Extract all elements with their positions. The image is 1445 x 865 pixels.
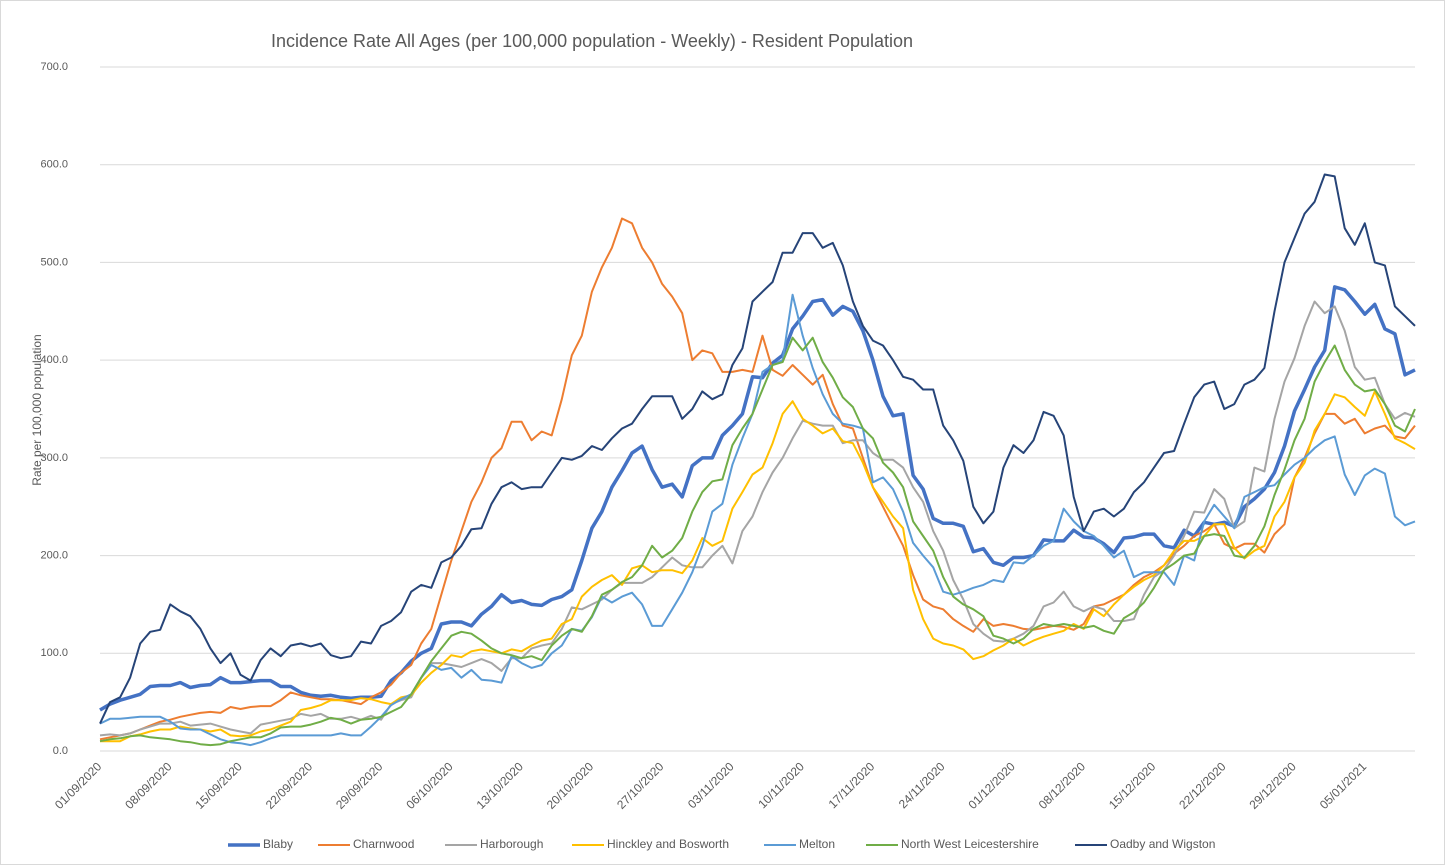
legend-label: Melton [799, 837, 835, 851]
legend-label: Harborough [480, 837, 543, 851]
series-line [99, 285, 1416, 712]
legend-label: Hinckley and Bosworth [607, 837, 729, 851]
legend-label: Oadby and Wigston [1110, 837, 1215, 851]
y-tick-label: 500.0 [40, 256, 68, 268]
y-tick-label: 100.0 [40, 647, 68, 659]
series-line [99, 300, 1416, 737]
y-tick-label: 0.0 [53, 745, 68, 757]
series-line [99, 217, 1416, 741]
series-line [99, 293, 1416, 747]
legend-label: Blaby [263, 837, 293, 851]
y-tick-label: 300.0 [40, 452, 68, 464]
y-axis-label: Rate per 100,000 population [30, 334, 44, 485]
legend-label: North West Leicestershire [901, 837, 1039, 851]
series-line [99, 336, 1416, 747]
y-tick-label: 400.0 [40, 354, 68, 366]
y-tick-label: 600.0 [40, 159, 68, 171]
series-line [99, 173, 1416, 725]
series-line [100, 390, 1416, 743]
y-tick-label: 700.0 [40, 61, 68, 73]
legend-label: Charnwood [353, 837, 414, 851]
y-tick-label: 200.0 [40, 549, 68, 561]
chart-title: Incidence Rate All Ages (per 100,000 pop… [271, 31, 913, 51]
